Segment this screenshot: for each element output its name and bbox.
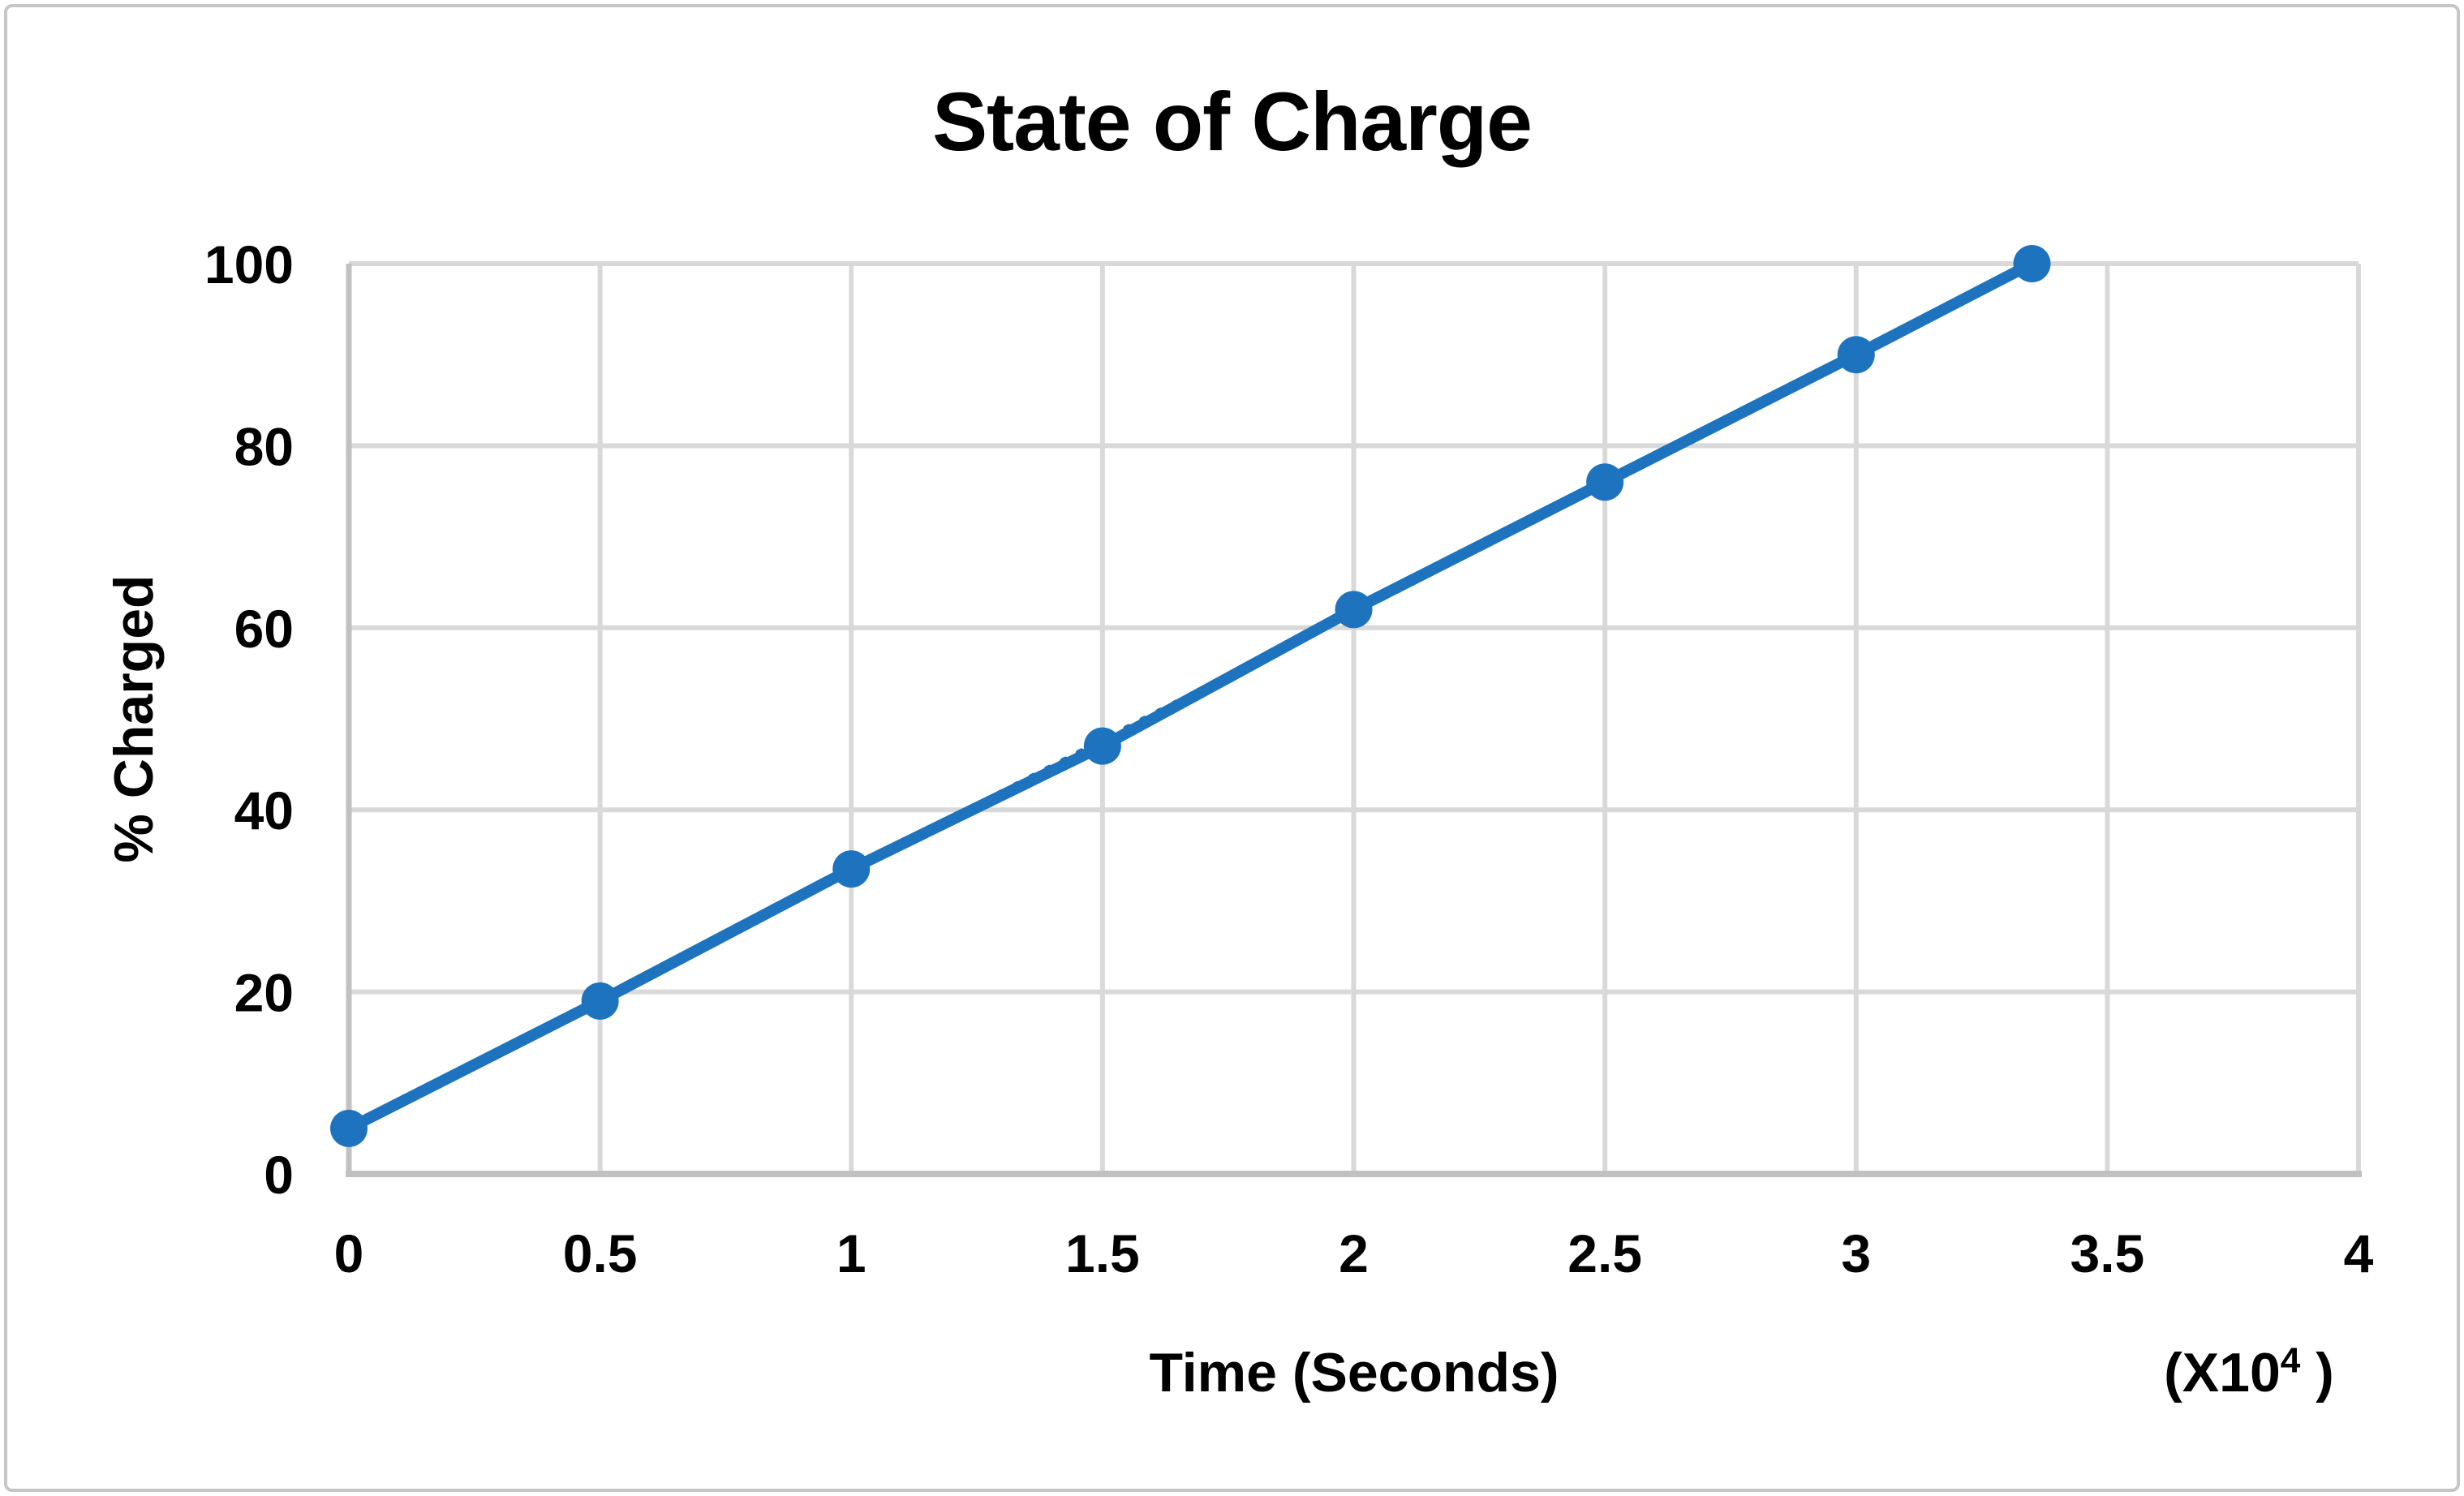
y-axis-title: % Charged: [103, 574, 165, 863]
x-tick-label: 1.5: [1065, 1223, 1140, 1283]
data-point-marker: [1335, 591, 1373, 629]
x-tick-label: 0.5: [563, 1223, 638, 1283]
data-point-marker: [1083, 727, 1121, 765]
y-tick-label: 60: [234, 599, 294, 659]
x-tick-label: 2.5: [1567, 1223, 1642, 1283]
chart-title: State of Charge: [932, 75, 1533, 168]
multiplier-prefix: (X10: [2164, 1342, 2281, 1404]
x-axis-title: Time (Seconds): [1149, 1342, 1559, 1404]
series-line: [343, 258, 2038, 1134]
x-axis-multiplier: (X104 ): [2164, 1341, 2334, 1404]
data-point-marker: [1586, 463, 1624, 501]
y-tick-label: 40: [234, 780, 294, 840]
y-tick-label: 80: [234, 416, 294, 476]
data-point-marker: [581, 982, 619, 1020]
data-point-marker: [1837, 336, 1875, 374]
x-tick-label: 3.5: [2071, 1223, 2145, 1283]
x-tick-label: 4: [2344, 1223, 2374, 1283]
multiplier-exponent: 4: [2280, 1340, 2301, 1381]
multiplier-suffix: ): [2300, 1342, 2334, 1404]
x-tick-label: 0: [334, 1223, 364, 1283]
chart-frame: [4, 4, 2460, 1492]
data-point-marker: [2013, 245, 2051, 282]
y-tick-label: 0: [264, 1145, 294, 1205]
x-tick-label: 3: [1841, 1223, 1871, 1283]
y-tick-label: 20: [234, 963, 294, 1023]
data-point-marker: [330, 1109, 368, 1147]
y-tick-label: 100: [204, 234, 294, 294]
data-point-marker: [832, 850, 871, 888]
x-tick-label: 1: [836, 1223, 866, 1283]
x-tick-label: 2: [1339, 1223, 1369, 1283]
